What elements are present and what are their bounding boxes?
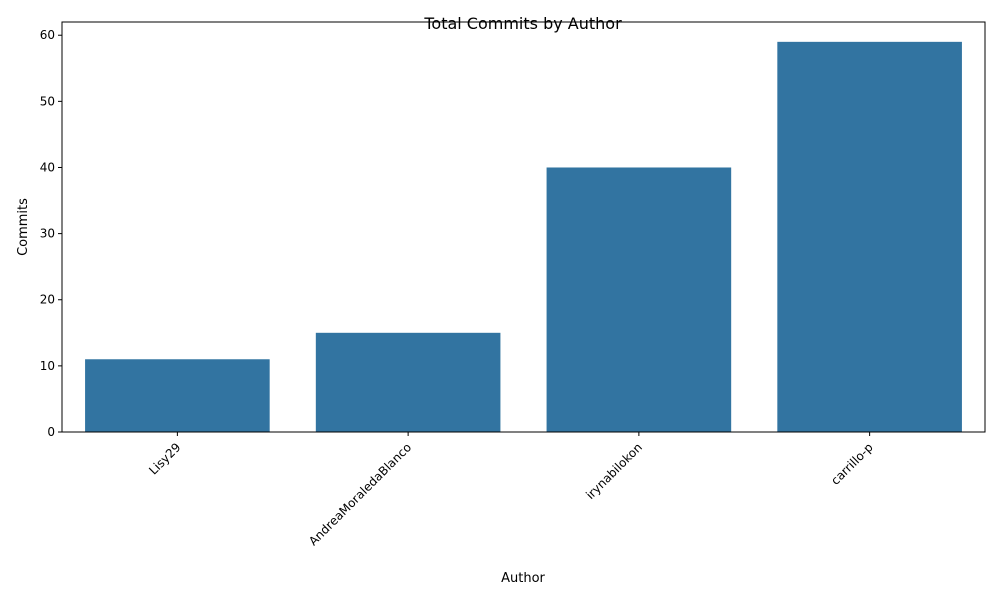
- x-tick-label-carrillo-p: carrillo-p: [828, 440, 875, 487]
- y-tick-label-50: 50: [40, 94, 55, 108]
- y-tick-label-60: 60: [40, 28, 55, 42]
- bar-irynabilokon: [546, 167, 732, 432]
- chart-title: Total Commits by Author: [423, 14, 622, 33]
- x-tick-label-irynabilokon: irynabilokon: [583, 440, 645, 502]
- plot-frame: [61, 21, 986, 433]
- y-axis: 0 10 20 30 40 50 60: [40, 28, 62, 439]
- bar-Lisy29: [85, 359, 270, 432]
- y-tick-label-40: 40: [40, 160, 55, 174]
- y-tick-label-20: 20: [40, 293, 55, 307]
- bar-AndreaMoraledaBlanco: [315, 332, 501, 432]
- x-axis: Lisy29 AndreaMoraledaBlanco irynabilokon ca…: [146, 432, 876, 548]
- x-tick-label-AndreaMoraledaBlanco: AndreaMoraledaBlanco: [306, 440, 414, 548]
- y-tick-label-10: 10: [40, 359, 55, 373]
- bars-group: [85, 41, 962, 432]
- bar-carrillo-p: [777, 41, 962, 432]
- x-axis-label: Author: [501, 571, 545, 586]
- x-tick-label-Lisy29: Lisy29: [146, 440, 183, 477]
- y-tick-label-0: 0: [47, 425, 55, 439]
- y-tick-label-30: 30: [40, 227, 55, 241]
- y-axis-label: Commits: [16, 198, 31, 256]
